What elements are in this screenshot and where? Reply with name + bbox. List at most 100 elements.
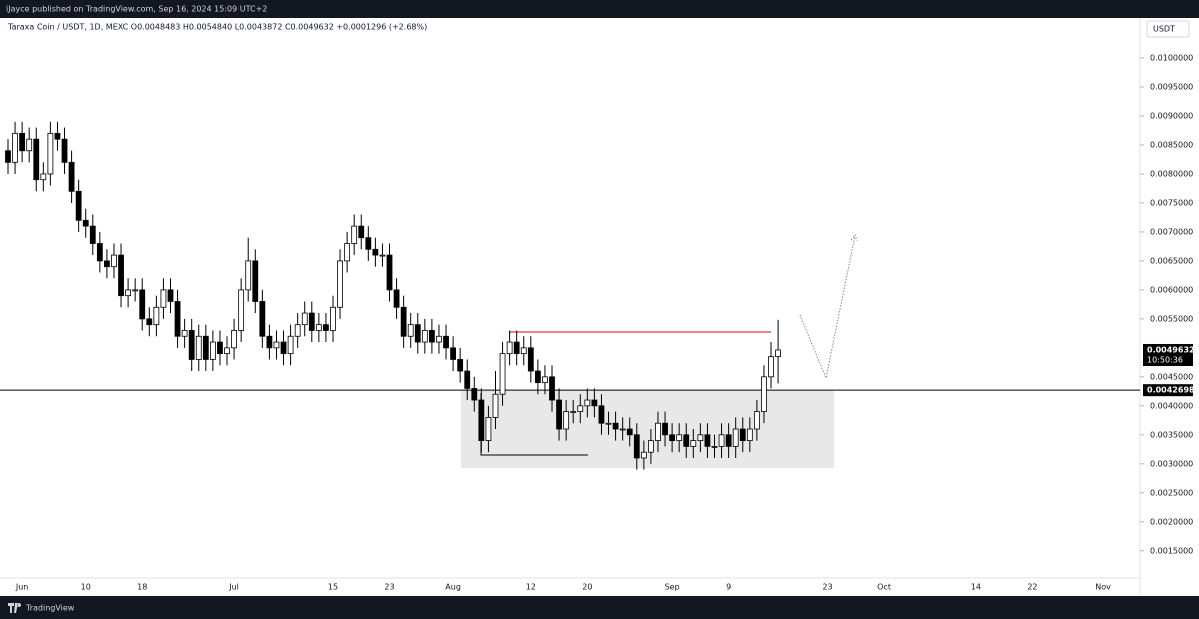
candle-body	[19, 132, 26, 152]
candle-body	[358, 225, 365, 239]
y-tick-label: 0.0060000	[1150, 285, 1193, 294]
tradingview-logo	[8, 603, 22, 613]
candle-body	[704, 434, 711, 447]
symbol-legend: Taraxa Coin / USDT, 1D, MEXC O0.0048483 …	[7, 23, 427, 32]
candle-body	[26, 138, 33, 152]
candle-body	[96, 243, 103, 262]
currency-button[interactable]	[1146, 20, 1190, 38]
candle-body	[33, 138, 40, 181]
candle-body	[746, 428, 753, 442]
candle-body	[344, 243, 351, 262]
candle-body	[718, 434, 725, 447]
candle-body	[111, 254, 117, 268]
candle-body	[640, 451, 647, 459]
y-tick-label: 0.0015000	[1150, 546, 1193, 555]
x-tick-label: Nov	[1095, 583, 1111, 592]
candle-body	[287, 335, 294, 355]
x-tick-label: Aug	[445, 583, 461, 592]
range-box	[461, 390, 834, 468]
candle-body	[181, 330, 188, 337]
x-tick-label: Jul	[228, 583, 239, 592]
x-tick-label: 23	[384, 583, 394, 592]
candle-body	[386, 254, 393, 291]
candle-body	[379, 254, 386, 257]
y-tick-label: 0.0035000	[1150, 430, 1193, 439]
candle-body	[351, 225, 358, 244]
candle-body	[753, 411, 760, 430]
candle-body	[273, 341, 280, 349]
x-tick-label: 22	[1027, 583, 1037, 592]
candle-body	[549, 376, 555, 401]
y-tick-label: 0.0040000	[1150, 401, 1193, 410]
currency-label[interactable]: USDT	[1153, 25, 1175, 34]
candle-body	[690, 440, 697, 447]
candle-body	[75, 190, 82, 221]
candle-body	[266, 335, 273, 349]
candle-body	[520, 347, 527, 355]
candle-body	[308, 312, 315, 331]
candle-body	[683, 434, 690, 447]
price-label-box	[1143, 343, 1193, 366]
candle-body	[146, 318, 153, 326]
candle-body	[732, 428, 739, 447]
y-tick-label: 0.0090000	[1150, 111, 1193, 120]
candle-body	[294, 324, 301, 337]
y-tick-label: 0.0100000	[1150, 54, 1193, 63]
y-tick-label: 0.0065000	[1150, 256, 1193, 265]
x-tick-label: 14	[971, 583, 981, 592]
candle-body	[633, 434, 640, 459]
candle-body	[174, 301, 181, 337]
candle-body	[534, 370, 541, 384]
candle-body	[202, 335, 209, 360]
x-tick-label: 9	[726, 583, 731, 592]
candle-body	[492, 393, 499, 418]
candle-body	[775, 349, 781, 358]
x-tick-label: Jun	[15, 583, 29, 592]
projection-arrow	[850, 233, 858, 242]
x-tick-label: 18	[137, 583, 147, 592]
chart-pane	[0, 18, 1199, 596]
candle-body	[301, 312, 308, 326]
candle-body	[47, 132, 54, 175]
y-tick-label: 0.0055000	[1150, 314, 1193, 323]
candle-body	[669, 434, 676, 442]
candle-body	[40, 173, 47, 181]
y-tick-label: 0.0020000	[1150, 517, 1193, 526]
candle-body	[648, 440, 654, 453]
y-tick-label: 0.0045000	[1150, 372, 1193, 381]
y-tick-label: 0.0025000	[1150, 488, 1193, 497]
candle-body	[400, 306, 407, 337]
candle-body	[464, 370, 471, 389]
candle-body	[337, 260, 343, 308]
y-tick-label: 0.0085000	[1150, 140, 1193, 149]
candle-body	[217, 341, 223, 355]
candle-body	[768, 356, 774, 378]
y-tick-label: 0.0075000	[1150, 198, 1193, 207]
candle-body	[556, 399, 562, 430]
candle-body	[195, 335, 202, 360]
candle-body	[506, 341, 513, 355]
candle-body	[612, 422, 619, 430]
candle-body	[619, 428, 626, 431]
candle-body	[563, 411, 570, 430]
candle-body	[577, 405, 584, 413]
candle-body	[450, 347, 456, 360]
candle-body	[428, 330, 435, 343]
candle-body	[231, 330, 237, 349]
candle-body	[584, 399, 591, 407]
candle-body	[605, 422, 612, 425]
candle-body	[655, 422, 661, 442]
candle-body	[591, 399, 598, 407]
candle-body	[259, 301, 266, 337]
candle-body	[12, 132, 18, 163]
candle-body	[61, 138, 68, 163]
price-label: 0.0042698	[1147, 386, 1195, 395]
candle-body	[5, 150, 11, 163]
y-tick-label: 0.0030000	[1150, 459, 1193, 468]
price-label: 0.0049632	[1147, 345, 1195, 354]
candle-body	[209, 341, 216, 360]
x-tick-label: 20	[582, 583, 592, 592]
candle-body	[725, 434, 732, 447]
candle-body	[330, 306, 336, 331]
